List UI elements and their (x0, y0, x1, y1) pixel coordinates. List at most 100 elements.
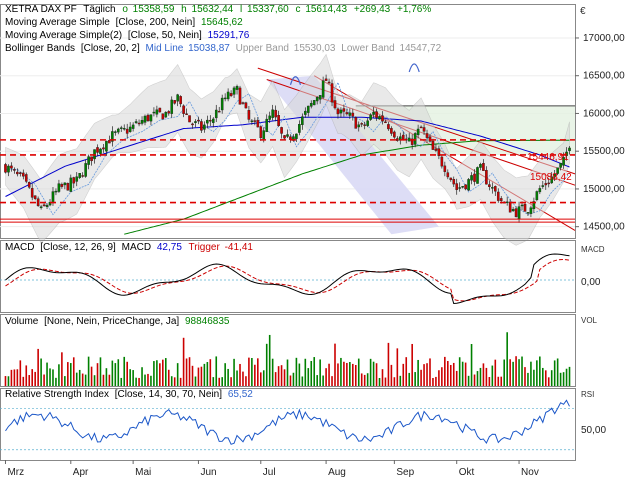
candle-body (508, 201, 512, 213)
candle-body (286, 134, 289, 137)
candle-body (27, 182, 31, 188)
candle-body (21, 172, 25, 177)
candle-body (176, 94, 179, 102)
volume-bar (206, 362, 209, 386)
candle-body (425, 133, 429, 138)
candle-body (517, 206, 521, 220)
volume-bar (319, 359, 321, 386)
volume-bar (518, 359, 520, 386)
candle-body (431, 140, 435, 150)
volume-bar (34, 371, 36, 386)
volume-bar (360, 373, 363, 386)
candle-body (244, 102, 248, 109)
candle-body (170, 99, 174, 114)
candle-body (363, 124, 366, 126)
volume-bar (316, 375, 318, 386)
candle-body (529, 207, 533, 214)
candle-body (122, 128, 126, 130)
candle-body (54, 190, 58, 193)
rsi-panel[interactable] (0, 388, 576, 461)
volume-panel[interactable] (0, 314, 576, 387)
volume-bar (245, 376, 247, 386)
candle-body (140, 120, 144, 124)
candle-body (467, 179, 470, 191)
candle-body (327, 81, 331, 84)
candle-body (494, 186, 497, 192)
candle-body (449, 177, 453, 181)
price-axis: 14500,00 15000,00 15500,00 16000,00 16500,00… (575, 33, 625, 233)
candle-body (217, 110, 221, 113)
candle-body (556, 167, 559, 174)
candle-body (535, 191, 539, 201)
candle-body (39, 206, 43, 209)
candle-body (390, 128, 393, 134)
candle-body (24, 174, 28, 182)
volume-bar (452, 362, 455, 386)
candle-body (84, 163, 87, 177)
volume-bar (16, 369, 19, 386)
legend-volume: Volume [None, Nein, PriceChange, Ja] 988… (5, 316, 230, 327)
volume-bar (354, 365, 357, 386)
candle-body (152, 111, 156, 114)
volume-bar (197, 367, 200, 386)
legend-sma50: Moving Average Simple(2) [Close, 50, Nei… (5, 30, 250, 41)
volume-bar (46, 362, 48, 386)
volume-bar (482, 363, 485, 386)
candle-body (351, 112, 355, 117)
volume-bar (191, 365, 194, 386)
volume-bar (423, 364, 425, 386)
volume-bar (81, 373, 84, 386)
candle-body (194, 121, 197, 123)
candle-body (188, 115, 191, 123)
macd-panel[interactable] (0, 240, 576, 313)
volume-bar (292, 372, 295, 386)
volume-bar (162, 359, 164, 386)
candle-body (298, 124, 301, 133)
candle-body (544, 183, 548, 186)
volume-bar (539, 356, 541, 386)
volume-bar (399, 375, 402, 386)
volume-bar (550, 370, 553, 386)
candle-body (111, 131, 114, 142)
candle-body (458, 187, 461, 189)
candle-body (81, 175, 84, 177)
volume-bar (325, 368, 327, 386)
month-label: Jul (263, 467, 276, 478)
candle-body (541, 185, 545, 187)
volume-bar (420, 369, 422, 386)
volume-bar (390, 364, 393, 386)
volume-bar (138, 377, 140, 386)
volume-bar (251, 358, 253, 386)
volume-bar (491, 365, 494, 386)
candle-body (253, 120, 257, 122)
candle-body (354, 117, 358, 129)
volume-bar (455, 370, 458, 386)
price-panel[interactable]: 14500,00 15000,00 15500,00 16000,00 16500,00… (0, 4, 625, 246)
candle-body (161, 113, 165, 120)
arc-marker (289, 76, 302, 85)
candle-body (461, 186, 464, 188)
candle-body (179, 96, 182, 105)
candle-body (369, 114, 372, 120)
volume-bar (331, 376, 333, 386)
volume-bar (307, 368, 310, 386)
volume-bar (141, 367, 143, 386)
candle-body (274, 109, 277, 118)
volume-bar (363, 374, 366, 386)
price-tick-label: 17000,00 (583, 33, 625, 44)
candle-body (96, 147, 99, 153)
candles (4, 74, 571, 223)
volume-bar (396, 348, 399, 386)
volume-bar (381, 369, 384, 386)
volume-bar (387, 342, 390, 386)
volume-bar (108, 374, 111, 386)
volume-bar (7, 376, 10, 386)
candle-body (87, 156, 90, 165)
candle-body (304, 110, 307, 115)
volume-bar (268, 334, 271, 386)
candle-body (185, 113, 188, 115)
candle-body (30, 188, 34, 198)
candle-body (72, 177, 76, 184)
volume-bar (135, 377, 137, 386)
